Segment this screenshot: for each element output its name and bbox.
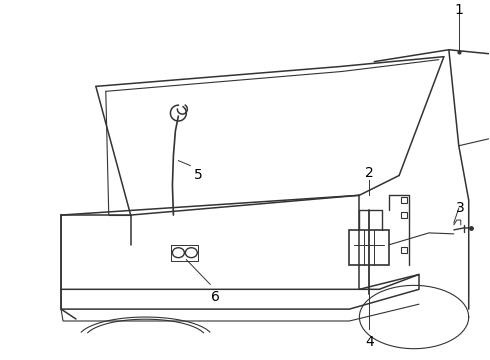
Text: 6: 6 [211, 290, 220, 304]
Text: 5: 5 [194, 168, 203, 183]
Text: 3: 3 [456, 201, 465, 215]
Text: 2: 2 [365, 166, 374, 180]
Text: 1: 1 [454, 3, 463, 17]
Text: 4: 4 [365, 335, 374, 349]
Bar [349, 230, 389, 265]
